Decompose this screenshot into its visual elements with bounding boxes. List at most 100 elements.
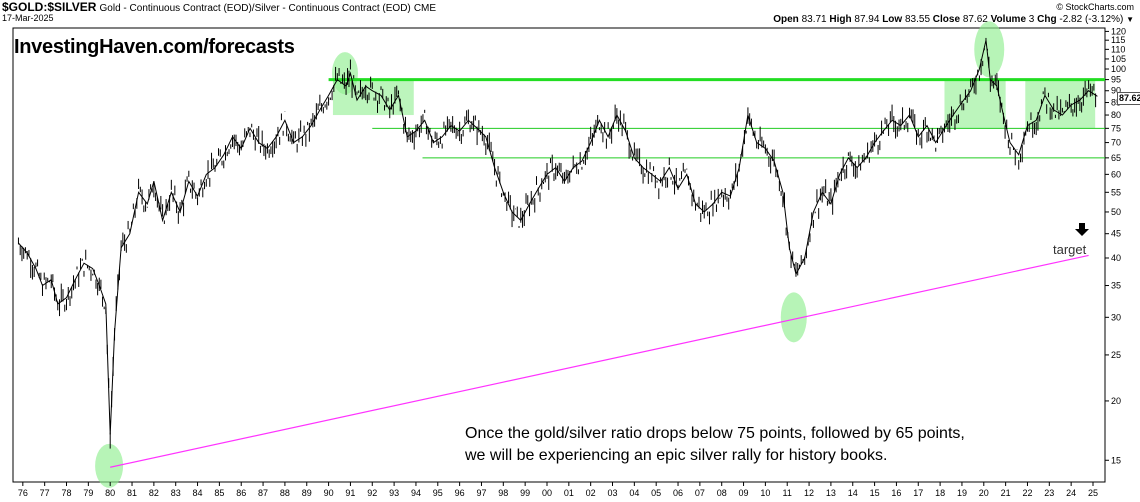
- x-tick-label: 92: [367, 488, 377, 498]
- x-tick-label: 86: [236, 488, 246, 498]
- close-label: Close: [932, 14, 961, 25]
- x-tick-label: 90: [324, 488, 334, 498]
- plot-frame: [12, 27, 1106, 483]
- annotation-note: Once the gold/silver ratio drops below 7…: [465, 423, 965, 467]
- x-tick-label: 95: [433, 488, 443, 498]
- arrow-down-icon: [1075, 223, 1089, 236]
- x-tick-label: 02: [586, 488, 596, 498]
- close-value: 87.62: [962, 14, 988, 25]
- note-line-2: we will be experiencing an epic silver r…: [465, 447, 888, 464]
- x-tick-label: 85: [214, 488, 224, 498]
- x-tick-label: 20: [979, 488, 989, 498]
- x-tick-label: 82: [149, 488, 159, 498]
- x-tick-label: 98: [498, 488, 508, 498]
- y-tick-label: 30: [1111, 312, 1121, 322]
- exchange-label: CME: [413, 3, 437, 14]
- quote-bar: © StockCharts.com Open 83.71 High 87.94 …: [773, 2, 1134, 25]
- highlight-ellipse-1: [95, 443, 124, 488]
- chg-label: Chg: [1037, 14, 1057, 25]
- y-tick-label: 110: [1111, 44, 1125, 54]
- y-tick-label: 45: [1111, 229, 1121, 239]
- x-tick-label: 09: [739, 488, 749, 498]
- x-tick-label: 12: [804, 488, 814, 498]
- x-tick-label: 00: [542, 488, 552, 498]
- y-tick-label: 100: [1111, 64, 1126, 74]
- y-tick-label: 15: [1111, 455, 1121, 465]
- x-tick-label: 93: [389, 488, 399, 498]
- x-tick-label: 03: [608, 488, 618, 498]
- y-tick-label: 90: [1111, 86, 1121, 96]
- x-tick-label: 15: [870, 488, 880, 498]
- description-label: Gold - Continuous Contract (EOD)/Silver …: [99, 3, 411, 14]
- highlight-ellipse-3: [780, 292, 807, 343]
- x-tick-label: 76: [18, 488, 28, 498]
- x-tick-label: 96: [455, 488, 465, 498]
- volume-label: Volume: [990, 14, 1027, 25]
- y-tick-label: 115: [1111, 35, 1125, 45]
- x-tick-label: 10: [760, 488, 770, 498]
- note-line-1: Once the gold/silver ratio drops below 7…: [465, 425, 965, 442]
- x-tick-label: 08: [717, 488, 727, 498]
- price-line: [18, 40, 1098, 435]
- x-tick-label: 80: [105, 488, 115, 498]
- x-tick-label: 77: [40, 488, 50, 498]
- x-tick-label: 88: [280, 488, 290, 498]
- x-tick-label: 19: [957, 488, 967, 498]
- trendline: [110, 254, 1089, 468]
- y-tick-label: 35: [1111, 281, 1121, 291]
- date-label: 17-Mar-2025: [2, 13, 54, 23]
- x-tick-label: 01: [564, 488, 574, 498]
- x-tick-label: 16: [891, 488, 901, 498]
- x-tick-label: 11: [783, 488, 792, 498]
- price-bars: [17, 37, 1097, 449]
- x-tick-label: 07: [695, 488, 705, 498]
- x-tick-label: 21: [1001, 488, 1011, 498]
- x-tick-label: 14: [848, 488, 858, 498]
- x-tick-label: 87: [258, 488, 268, 498]
- x-tick-label: 99: [520, 488, 530, 498]
- last-price-tag: 87.62: [1117, 92, 1140, 105]
- x-tick-label: 23: [1044, 488, 1054, 498]
- y-tick-label: 25: [1111, 350, 1121, 360]
- y-tick-label: 40: [1111, 253, 1121, 263]
- x-tick-label: 04: [629, 488, 639, 498]
- y-tick-label: 85: [1111, 98, 1121, 108]
- watermark: InvestingHaven.com/forecasts: [14, 36, 295, 58]
- chg-value: -2.82 (-3.12%): [1059, 14, 1124, 25]
- open-label: Open: [773, 14, 799, 25]
- highlight-ellipse-4: [974, 21, 1005, 78]
- x-tick-label: 94: [411, 488, 421, 498]
- y-tick-label: 65: [1111, 153, 1121, 163]
- low-value: 83.55: [904, 14, 931, 25]
- x-tick-label: 22: [1022, 488, 1032, 498]
- symbol-label: $GOLD:$SILVER: [2, 0, 97, 14]
- y-tick-label: 105: [1111, 54, 1126, 64]
- x-tick-label: 97: [476, 488, 486, 498]
- highlight-ellipse-2: [331, 52, 358, 95]
- x-tick-label: 81: [127, 488, 137, 498]
- low-label: Low: [882, 14, 903, 25]
- x-tick-label: 06: [673, 488, 683, 498]
- high-value: 87.94: [854, 14, 880, 25]
- copyright-label: © StockCharts.com: [1056, 2, 1134, 12]
- open-value: 83.71: [801, 14, 827, 25]
- x-tick-label: 24: [1066, 488, 1076, 498]
- y-tick-label: 20: [1111, 396, 1121, 406]
- x-tick-label: 13: [826, 488, 836, 498]
- y-tick-label: 75: [1111, 123, 1121, 133]
- y-tick-label: 55: [1111, 187, 1121, 197]
- caret-down-icon[interactable]: ▼: [1126, 15, 1134, 24]
- volume-value: 3: [1028, 14, 1035, 25]
- x-tick-label: 78: [62, 488, 72, 498]
- y-tick-label: 50: [1111, 207, 1121, 217]
- x-tick-label: 25: [1088, 488, 1098, 498]
- x-tick-label: 79: [83, 488, 93, 498]
- x-tick-label: 91: [345, 488, 355, 498]
- target-label: target: [1053, 242, 1087, 257]
- y-tick-label: 60: [1111, 169, 1121, 179]
- chart-title: $GOLD:$SILVER Gold - Continuous Contract…: [2, 1, 436, 15]
- x-tick-label: 83: [171, 488, 181, 498]
- y-tick-label: 120: [1111, 26, 1126, 36]
- y-tick-label: 70: [1111, 138, 1121, 148]
